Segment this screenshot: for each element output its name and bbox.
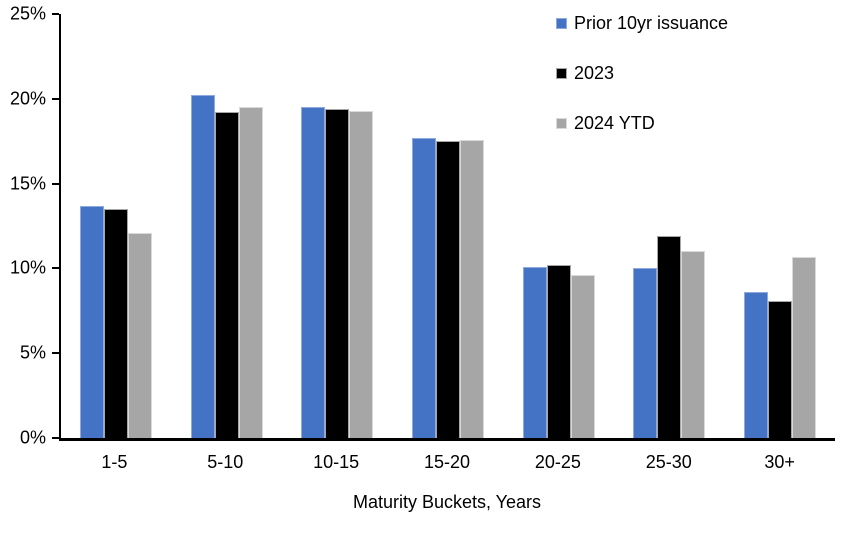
bar-group-1-5 (61, 14, 172, 438)
bar-2023 (104, 209, 129, 438)
bar-2023 (657, 236, 682, 438)
bar-2024-ytd (460, 139, 485, 438)
legend-item: 2024 YTD (556, 113, 728, 134)
y-axis-tick (52, 437, 59, 439)
bar-group-10-15 (282, 14, 393, 438)
bar-prior-10yr-issuance (633, 268, 658, 438)
bar-2023 (436, 141, 461, 438)
legend-item: 2023 (556, 63, 728, 84)
y-axis-tick-label: 10% (9, 257, 46, 278)
bar-group-20-25 (503, 14, 614, 438)
bar-2023 (767, 300, 792, 438)
plot-area: 0% 5% 10% 15% 20% 25% (10, 4, 835, 448)
bar-group-15-20 (393, 14, 504, 438)
bar-groups (61, 14, 835, 438)
y-axis-tick (52, 352, 59, 355)
bar-prior-10yr-issuance (743, 292, 768, 438)
y-axis-tick (52, 182, 59, 185)
bar-prior-10yr-issuance (190, 95, 215, 438)
y-axis-tick-label: 20% (9, 88, 46, 109)
x-axis-tick-labels: 1-5 5-10 10-15 15-20 20-25 25-30 30+ (59, 452, 835, 473)
legend: Prior 10yr issuance 2023 2024 YTD (556, 13, 728, 163)
bar-2024-ytd (791, 256, 816, 438)
bar-prior-10yr-issuance (522, 266, 547, 438)
x-axis-tick-label: 15-20 (423, 452, 471, 472)
bar-2023 (325, 108, 350, 438)
legend-marker-icon (556, 18, 567, 29)
bar-2023 (546, 265, 571, 438)
x-axis-tick-label: 25-30 (645, 452, 692, 472)
legend-marker-icon (556, 68, 567, 79)
legend-marker-icon (556, 118, 567, 129)
bar-2024-ytd (570, 275, 595, 438)
y-axis-tick (52, 267, 59, 270)
x-axis-tick-label: 10-15 (313, 452, 360, 472)
y-axis-tick-label: 15% (9, 173, 46, 194)
y-axis-tick-label: 0% (19, 427, 46, 448)
y-axis-tick-label: 25% (9, 3, 46, 24)
bar-group-25-30 (614, 14, 725, 438)
x-axis-tick-label: 1-5 (101, 452, 128, 472)
bar-2024-ytd (238, 107, 263, 438)
x-axis-title: Maturity Buckets, Years (352, 492, 542, 512)
legend-label: 2024 YTD (574, 113, 655, 133)
bar-group-30+ (724, 14, 835, 438)
bar-prior-10yr-issuance (412, 137, 437, 438)
y-axis-tick-label: 5% (19, 342, 46, 363)
legend-label: Prior 10yr issuance (574, 13, 729, 33)
y-axis-tick (52, 13, 59, 15)
legend-label: 2023 (574, 63, 615, 83)
bar-2024-ytd (349, 110, 374, 438)
bar-group-5-10 (172, 14, 283, 438)
x-axis-tick-label: 5-10 (207, 452, 244, 472)
bar-prior-10yr-issuance (301, 107, 326, 438)
bar-2023 (214, 112, 239, 438)
bar-2024-ytd (128, 232, 153, 438)
y-axis-tick (52, 97, 59, 100)
bar-prior-10yr-issuance (80, 205, 105, 438)
legend-item: Prior 10yr issuance (556, 13, 728, 34)
x-axis-tick-label: 30+ (764, 452, 795, 472)
x-axis-tick-label: 20-25 (534, 452, 581, 472)
bar-2024-ytd (681, 251, 706, 438)
